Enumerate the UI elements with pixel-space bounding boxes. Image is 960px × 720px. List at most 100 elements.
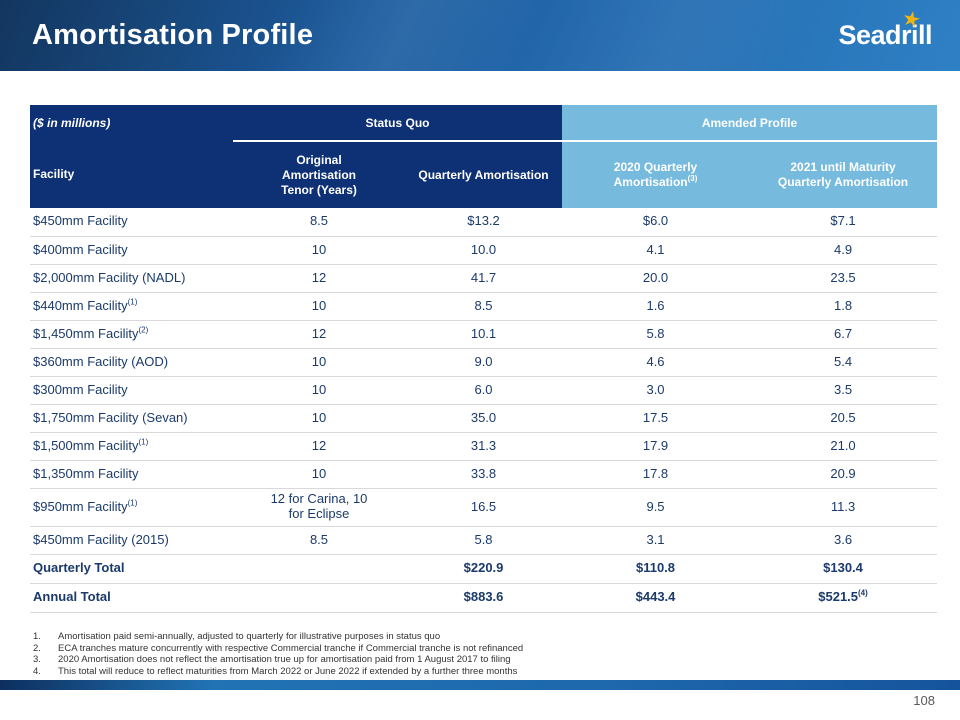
quarterly-total-value: $220.9 — [405, 554, 563, 584]
footnote-text: 2020 Amortisation does not reflect the a… — [58, 654, 511, 666]
q2020-cell: 5.8 — [562, 320, 750, 349]
col-header-tenor: Original Amortisation Tenor (Years) — [233, 141, 405, 208]
tenor-cell: 8.5 — [233, 526, 405, 555]
footnote-4: 4. This total will reduce to reflect mat… — [33, 666, 913, 678]
seadrill-logo: Seadrill ★ — [838, 6, 932, 51]
facility-cell: $1,500mm Facility(1) — [30, 432, 233, 461]
col-header-2021-quarterly: 2021 until Maturity Quarterly Amortisati… — [749, 141, 938, 208]
tenor-cell: 10 — [233, 348, 405, 377]
quarterly-cell: 41.7 — [405, 264, 563, 293]
quarterly-cell: 33.8 — [405, 460, 563, 489]
tenor-cell: 10 — [233, 376, 405, 405]
page-number: 108 — [913, 693, 935, 708]
footnote-number: 2. — [33, 642, 41, 654]
q2020-cell: $6.0 — [562, 208, 750, 237]
tenor-cell: 10 — [233, 460, 405, 489]
table-row: $1,450mm Facility(2) 12 10.1 5.8 6.7 — [30, 320, 938, 349]
q2021-cell: $7.1 — [749, 208, 938, 237]
q2020-cell: 17.5 — [562, 404, 750, 433]
q2021-cell: 1.8 — [749, 292, 938, 321]
page-title: Amortisation Profile — [32, 19, 314, 51]
annual-total-row: Annual Total $883.6 $443.4 $521.5(4) — [30, 583, 938, 613]
q2021-cell: 11.3 — [749, 488, 938, 527]
q2021-total-value: $130.4 — [749, 554, 938, 584]
tenor-cell — [233, 554, 405, 584]
table-row: $450mm Facility (2015) 8.5 5.8 3.1 3.6 — [30, 526, 938, 555]
facility-cell: $1,450mm Facility(2) — [30, 320, 233, 349]
quarterly-cell: 5.8 — [405, 526, 563, 555]
q2020-cell: 3.1 — [562, 526, 750, 555]
q2021-cell: 5.4 — [749, 348, 938, 377]
footnote-text: This total will reduce to reflect maturi… — [58, 666, 518, 678]
col-header-2020-quarterly: 2020 Quarterly Amortisation(3) — [562, 141, 750, 208]
tenor-cell: 12 for Carina, 10 for Eclipse — [233, 488, 405, 527]
footnotes: 1. Amortisation paid semi-annually, adju… — [33, 631, 913, 678]
group-header-row: ($ in millions) Status Quo Amended Profi… — [30, 105, 938, 142]
footnote-1: 1. Amortisation paid semi-annually, adju… — [33, 631, 913, 643]
facility-cell: $1,350mm Facility — [30, 460, 233, 489]
tenor-cell: 10 — [233, 404, 405, 433]
facility-cell: $440mm Facility(1) — [30, 292, 233, 321]
table-row: $400mm Facility 10 10.0 4.1 4.9 — [30, 236, 938, 265]
table-row: $440mm Facility(1) 10 8.5 1.6 1.8 — [30, 292, 938, 321]
quarterly-cell: 10.1 — [405, 320, 563, 349]
q2021-total-value: $521.5(4) — [749, 583, 938, 613]
facility-cell: $450mm Facility — [30, 208, 233, 237]
q2020-total-value: $110.8 — [562, 554, 750, 584]
quarterly-cell: 35.0 — [405, 404, 563, 433]
group-status-quo: Status Quo — [233, 105, 563, 142]
tenor-cell: 12 — [233, 264, 405, 293]
total-label: Annual Total — [30, 583, 233, 613]
facility-cell: $1,750mm Facility (Sevan) — [30, 404, 233, 433]
star-icon: ★ — [899, 6, 923, 33]
facility-cell: $950mm Facility(1) — [30, 488, 233, 527]
q2020-cell: 17.8 — [562, 460, 750, 489]
quarterly-cell: 31.3 — [405, 432, 563, 461]
quarterly-cell: 10.0 — [405, 236, 563, 265]
tenor-cell: 12 — [233, 320, 405, 349]
q2020-cell: 3.0 — [562, 376, 750, 405]
q2020-cell: 1.6 — [562, 292, 750, 321]
col-header-facility: Facility — [30, 141, 233, 208]
footnote-ref-4: (4) — [858, 588, 868, 598]
footnote-text: Amortisation paid semi-annually, adjuste… — [58, 631, 441, 642]
q2020-cell: 4.1 — [562, 236, 750, 265]
title-bar: Amortisation Profile Seadrill ★ — [0, 0, 960, 71]
tenor-cell — [233, 583, 405, 613]
table-row: $1,750mm Facility (Sevan) 10 35.0 17.5 2… — [30, 404, 938, 433]
q2021-cell: 3.6 — [749, 526, 938, 555]
q2021-cell: 23.5 — [749, 264, 938, 293]
amortisation-table: ($ in millions) Status Quo Amended Profi… — [30, 105, 938, 613]
q2021-cell: 4.9 — [749, 236, 938, 265]
footnote-3: 3. 2020 Amortisation does not reflect th… — [33, 654, 913, 666]
footnote-number: 4. — [33, 666, 41, 678]
table-row: $1,500mm Facility(1) 12 31.3 17.9 21.0 — [30, 432, 938, 461]
quarterly-total-row: Quarterly Total $220.9 $110.8 $130.4 — [30, 554, 938, 584]
facility-cell: $360mm Facility (AOD) — [30, 348, 233, 377]
q2021-cell: 20.9 — [749, 460, 938, 489]
footnote-number: 3. — [33, 654, 41, 666]
table-row: $300mm Facility 10 6.0 3.0 3.5 — [30, 376, 938, 405]
q2020-cell: 4.6 — [562, 348, 750, 377]
tenor-cell: 8.5 — [233, 208, 405, 237]
q2021-cell: 3.5 — [749, 376, 938, 405]
facility-cell: $300mm Facility — [30, 376, 233, 405]
table-row: $2,000mm Facility (NADL) 12 41.7 20.0 23… — [30, 264, 938, 293]
facility-cell: $450mm Facility (2015) — [30, 526, 233, 555]
quarterly-cell: $13.2 — [405, 208, 563, 237]
group-amended-profile: Amended Profile — [562, 105, 938, 142]
table-row: $450mm Facility 8.5 $13.2 $6.0 $7.1 — [30, 208, 938, 237]
footnote-2: 2. ECA tranches mature concurrently with… — [33, 643, 913, 655]
quarterly-cell: 9.0 — [405, 348, 563, 377]
footnote-text: ECA tranches mature concurrently with re… — [58, 642, 524, 654]
quarterly-total-value: $883.6 — [405, 583, 563, 613]
quarterly-cell: 16.5 — [405, 488, 563, 527]
q2020-cell: 17.9 — [562, 432, 750, 461]
table-row: $1,350mm Facility 10 33.8 17.8 20.9 — [30, 460, 938, 489]
col-header-quarterly: Quarterly Amortisation — [405, 141, 563, 208]
footnote-number: 1. — [33, 631, 41, 642]
footnote-ref-3: (3) — [687, 174, 698, 183]
units-label: ($ in millions) — [30, 105, 233, 141]
table-row: $950mm Facility(1) 12 for Carina, 10 for… — [30, 488, 938, 527]
